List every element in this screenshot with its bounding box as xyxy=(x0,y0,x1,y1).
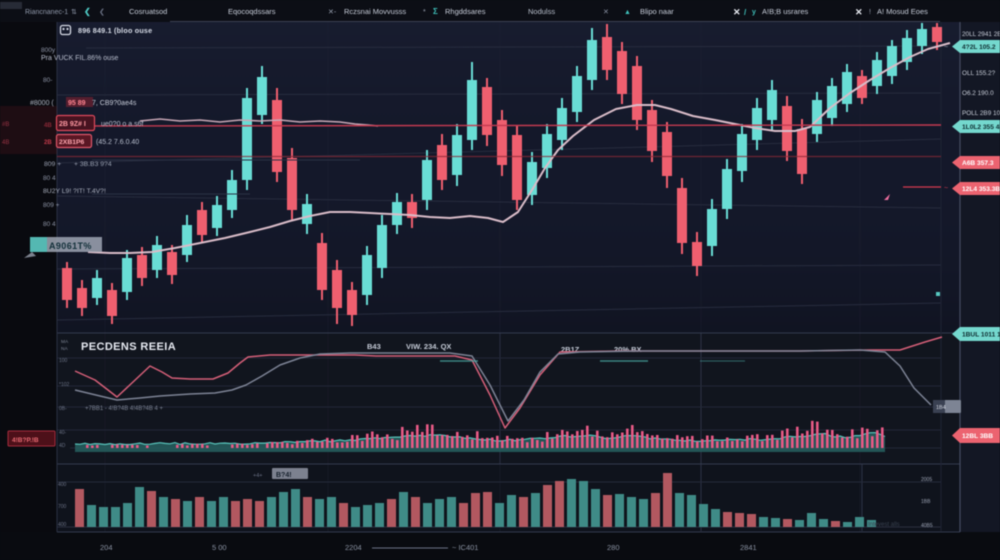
svg-text:100: 100 xyxy=(59,358,68,364)
svg-text:⇅: ⇅ xyxy=(71,9,77,16)
svg-text:4D: 4D xyxy=(59,443,66,449)
svg-text:*102: *102 xyxy=(59,382,70,388)
svg-text:2B1Z: 2B1Z xyxy=(561,345,580,354)
svg-text:+ 3B.B3 9?4: + 3B.B3 9?4 xyxy=(74,161,112,168)
svg-text:4!B?P.!B: 4!B?P.!B xyxy=(12,437,39,444)
svg-text:A! Mosud Eoes: A! Mosud Eoes xyxy=(877,7,928,16)
svg-text:4?2L 105.2: 4?2L 105.2 xyxy=(962,44,996,51)
svg-text:280: 280 xyxy=(607,543,620,552)
svg-text:✕-: ✕- xyxy=(328,9,337,16)
svg-text:1L0L2 355 4B: 1L0L2 355 4B xyxy=(962,124,1000,131)
svg-text:4B: 4B xyxy=(2,140,9,146)
svg-text:2005: 2005 xyxy=(921,477,932,483)
svg-text:NA: NA xyxy=(61,346,68,352)
svg-text:~: ~ xyxy=(944,185,948,192)
svg-text:Blipo naar: Blipo naar xyxy=(640,7,674,16)
svg-text:✕: ✕ xyxy=(603,9,609,16)
svg-text:800y: 800y xyxy=(41,47,56,54)
svg-text:2XB1P6: 2XB1P6 xyxy=(59,139,85,146)
svg-text:✕: ✕ xyxy=(733,7,741,17)
svg-text:/: / xyxy=(744,8,747,17)
svg-text:40B5: 40B5 xyxy=(921,523,933,529)
svg-text:y: y xyxy=(752,9,756,16)
svg-text:MA: MA xyxy=(61,339,69,345)
svg-text:2204: 2204 xyxy=(345,543,362,552)
svg-text:A9061T%: A9061T% xyxy=(49,241,92,251)
svg-text:80 4: 80 4 xyxy=(43,175,56,182)
svg-text:Σ: Σ xyxy=(433,7,438,16)
svg-text:Pra VUCK FIL.86% ouse: Pra VUCK FIL.86% ouse xyxy=(41,55,119,62)
svg-text:POLL 2B9 10: POLL 2B9 10 xyxy=(962,110,1000,117)
svg-text:OLL 155.2?: OLL 155.2? xyxy=(962,70,996,77)
svg-text:204: 204 xyxy=(100,543,113,552)
svg-text:#B: #B xyxy=(2,122,9,128)
svg-text:O6.2 190.0: O6.2 190.0 xyxy=(962,90,994,97)
svg-text:Nodulss: Nodulss xyxy=(528,7,555,16)
svg-text:1B4: 1B4 xyxy=(936,405,946,411)
svg-text:400: 400 xyxy=(58,482,67,488)
svg-text:❮: ❮ xyxy=(84,7,91,17)
svg-text:896 849.1 (bloo ouse: 896 849.1 (bloo ouse xyxy=(78,26,152,35)
svg-text:Rhgddsares: Rhgddsares xyxy=(445,7,486,16)
svg-text:1BUL 1011 1B: 1BUL 1011 1B xyxy=(962,332,1000,339)
svg-text:2B: 2B xyxy=(44,140,52,146)
svg-text:20LL 2941 2B: 20LL 2941 2B xyxy=(962,31,1000,38)
svg-text:Cosruatsod: Cosruatsod xyxy=(129,7,167,16)
svg-text:+7BB1 - 4!B?4B 4!4B?4B 4 +: +7BB1 - 4!B?4B 4!4B?4B 4 + xyxy=(85,406,164,412)
svg-text:700: 700 xyxy=(58,504,67,510)
svg-text:Intevest alls: Intevest alls xyxy=(868,522,900,528)
svg-text:A!B;B usrares: A!B;B usrares xyxy=(762,7,809,16)
svg-text:✕: ✕ xyxy=(855,7,863,17)
svg-text:5 00: 5 00 xyxy=(212,543,227,552)
svg-text:▲: ▲ xyxy=(624,9,631,16)
svg-text:Eqocoqdssars: Eqocoqdssars xyxy=(228,7,276,16)
svg-text:#8000 (: #8000 ( xyxy=(30,100,54,107)
svg-text:95 89: 95 89 xyxy=(68,100,86,107)
svg-text:1BB: 1BB xyxy=(921,499,931,505)
svg-text:8U2Y L9! ?IT! T.4V?!: 8U2Y L9! ?IT! T.4V?! xyxy=(43,188,106,195)
svg-text:2B 9Z# I: 2B 9Z# I xyxy=(59,121,86,128)
svg-text:12BL 3BB: 12BL 3BB xyxy=(962,433,993,440)
svg-text:4B: 4B xyxy=(44,123,52,129)
svg-text:B43: B43 xyxy=(367,342,381,351)
svg-text:(45.2 7.6.0.40: (45.2 7.6.0.40 xyxy=(96,139,139,146)
svg-text:*: * xyxy=(423,9,426,16)
svg-text:~: ~ xyxy=(944,44,948,51)
svg-text:400: 400 xyxy=(58,522,67,528)
svg-text:809 +: 809 + xyxy=(44,161,61,168)
svg-text:Rczsnai Movvusss: Rczsnai Movvusss xyxy=(344,7,406,16)
svg-text:Riancnanec-1: Riancnanec-1 xyxy=(25,9,68,16)
svg-text:12L4 353.3B: 12L4 353.3B xyxy=(962,186,1000,193)
svg-text:ue0?0 o a.s6f: ue0?0 o a.s6f xyxy=(101,121,143,128)
svg-text:40-: 40- xyxy=(59,430,67,436)
svg-text:80-: 80- xyxy=(43,77,52,84)
svg-text:20% BX: 20% BX xyxy=(614,345,642,354)
svg-text:!: ! xyxy=(869,9,871,16)
svg-text:2841: 2841 xyxy=(740,543,757,552)
svg-text:7, CB9?0ae4s: 7, CB9?0ae4s xyxy=(92,100,137,107)
svg-text:A6B 357.3: A6B 357.3 xyxy=(962,160,994,167)
svg-text:~ IC401: ~ IC401 xyxy=(452,543,478,552)
svg-text:809 +: 809 + xyxy=(43,202,60,209)
svg-text:0B-: 0B- xyxy=(59,406,67,412)
svg-text:80 4: 80 4 xyxy=(43,221,56,228)
svg-text:+4+: +4+ xyxy=(253,473,262,479)
svg-text:VIW. 234. QX: VIW. 234. QX xyxy=(406,342,451,351)
svg-text:❮: ❮ xyxy=(99,8,105,16)
svg-text:PECDENS REEIA: PECDENS REEIA xyxy=(81,341,176,353)
svg-text:B?4!: B?4! xyxy=(276,472,292,479)
